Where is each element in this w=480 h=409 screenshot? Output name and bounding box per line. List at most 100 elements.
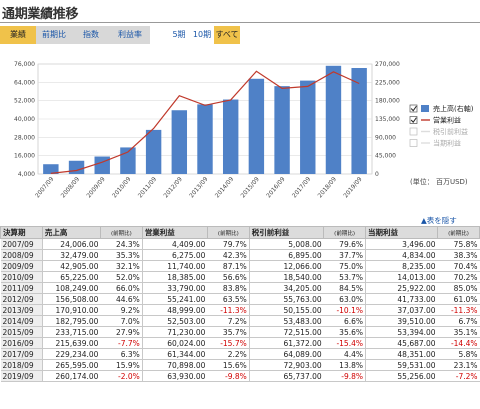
col-period: 決算期 [0, 226, 43, 239]
yoy-cell: 70.4% [437, 260, 480, 272]
yoy-cell: 35.6% [323, 326, 366, 338]
yoy-cell: 83.8% [207, 282, 250, 294]
table-row: 2015/09 233,715.00 27.9% 71,230.00 35.7% 72,5… [0, 326, 480, 338]
sales-bar [43, 164, 59, 174]
tab-yoy[interactable]: 前期比 [42, 30, 66, 39]
yoy-cell: 63.0% [323, 293, 366, 305]
sales-bar [145, 129, 162, 174]
value-cell: 63,930.00 [141, 370, 208, 382]
yoy-cell: 15.9% [100, 359, 143, 371]
table-row: 2017/09 229,234.00 6.3% 61,344.00 2.2% 64,089… [0, 348, 480, 360]
value-cell: 33,790.00 [141, 282, 208, 294]
value-cell: 170,910.00 [41, 304, 101, 316]
value-cell: 65,225.00 [41, 271, 101, 283]
yoy-cell: -11.3% [207, 304, 250, 316]
sales-bar [94, 156, 110, 174]
check-icon [410, 117, 417, 124]
value-cell: 55,241.00 [141, 293, 208, 305]
x-axis-tick: 2008/09 [60, 176, 82, 200]
right-axis-tick: 90,000 [375, 134, 396, 141]
period-cell: 2014/09 [0, 315, 43, 327]
yoy-cell: 35.7% [207, 326, 250, 338]
yoy-cell: -11.3% [437, 304, 480, 316]
x-axis-tick: 2012/09 [162, 176, 184, 200]
legend-checkbox[interactable] [409, 127, 418, 136]
yoy-cell: 2.2% [207, 348, 250, 360]
period-10[interactable]: 10期 [192, 30, 212, 39]
value-cell: 4,409.00 [141, 238, 208, 250]
period-all[interactable]: すべて [214, 26, 240, 44]
yoy-cell: -10.1% [323, 304, 366, 316]
right-axis-tick: 135,000 [375, 116, 400, 123]
value-cell: 12,066.00 [248, 260, 324, 272]
period-5[interactable]: 5期 [172, 30, 186, 39]
page-title: 通期業績推移 [2, 7, 79, 22]
left-axis-tick: 64,000 [14, 79, 35, 86]
tab-performance[interactable]: 業績 [0, 26, 36, 44]
yoy-cell: 24.3% [100, 238, 143, 250]
right-axis-tick: 270,000 [375, 61, 400, 68]
x-axis-tick: 2009/09 [85, 176, 107, 200]
legend-checkbox[interactable] [409, 139, 418, 147]
value-cell: 229,234.00 [41, 348, 101, 360]
sales-bar [222, 99, 239, 174]
value-cell: 14,013.00 [364, 271, 438, 283]
yoy-cell: 38.3% [437, 249, 480, 261]
operating-income-line [50, 70, 360, 174]
right-axis-tick: 45,000 [375, 153, 396, 160]
table-row: 2009/09 42,905.00 32.1% 11,740.00 87.1% 12,06… [0, 260, 480, 272]
yoy-cell: 70.2% [437, 271, 480, 283]
yoy-cell: 52.0% [100, 271, 143, 283]
period-cell: 2008/09 [0, 249, 43, 261]
legend-label: 売上高(右軸) [433, 104, 474, 113]
period-cell: 2012/09 [0, 293, 43, 305]
yoy-cell: -9.8% [207, 370, 250, 382]
legend-checkbox[interactable] [409, 116, 418, 124]
performance-chart: 76,000 270,000 64,000 225,000 52,000 180,000 4… [14, 61, 474, 200]
tab-margin[interactable]: 利益率 [118, 30, 142, 39]
value-cell: 260,174.00 [41, 370, 101, 382]
value-cell: 8,235.00 [364, 260, 438, 272]
value-cell: 48,351.00 [364, 348, 438, 360]
yoy-cell: 6.7% [437, 315, 480, 327]
left-axis-tick: 52,000 [14, 98, 35, 105]
yoy-cell: 35.3% [100, 249, 143, 261]
yoy-cell: 56.6% [207, 271, 250, 283]
value-cell: 65,737.00 [248, 370, 324, 382]
value-cell: 61,372.00 [248, 337, 324, 349]
x-axis-tick: 2013/09 [188, 176, 210, 200]
sales-bar [274, 86, 290, 174]
yoy-cell: 75.0% [323, 260, 366, 272]
hide-table-link[interactable]: ▲表を隠す [421, 216, 457, 225]
x-axis-tick: 2007/09 [34, 176, 56, 200]
value-cell: 53,394.00 [364, 326, 438, 338]
value-cell: 41,733.00 [364, 293, 438, 305]
left-axis-tick: 28,000 [14, 134, 35, 141]
x-axis-tick: 2014/09 [214, 176, 236, 200]
col-op-yoy: (前期比) [206, 226, 250, 239]
value-cell: 55,763.00 [248, 293, 324, 305]
sales-bar [171, 110, 188, 174]
value-cell: 37,037.00 [364, 304, 438, 316]
yoy-cell: -14.4% [437, 337, 480, 349]
yoy-cell: 61.0% [437, 293, 480, 305]
yoy-cell: 79.6% [323, 238, 366, 250]
legend-swatch-bar [421, 105, 429, 112]
period-cell: 2011/09 [0, 282, 43, 294]
sales-bar [300, 80, 316, 174]
legend-checkbox[interactable] [409, 104, 418, 113]
tab-index[interactable]: 指数 [83, 30, 99, 39]
yoy-cell: 27.9% [100, 326, 143, 338]
yoy-cell: 4.4% [323, 348, 366, 360]
table-row: 2018/09 265,595.00 15.9% 70,898.00 15.6% 72,9… [0, 359, 480, 371]
yoy-cell: 63.5% [207, 293, 250, 305]
yoy-cell: -7.7% [100, 337, 143, 349]
period-cell: 2007/09 [0, 238, 43, 250]
value-cell: 61,344.00 [141, 348, 208, 360]
yoy-cell: 44.6% [100, 293, 143, 305]
x-axis-tick: 2017/09 [291, 176, 313, 200]
value-cell: 42,905.00 [41, 260, 101, 272]
x-axis-tick: 2016/09 [265, 176, 287, 200]
legend-label: 税引前利益 [433, 127, 468, 136]
value-cell: 18,385.00 [141, 271, 208, 283]
